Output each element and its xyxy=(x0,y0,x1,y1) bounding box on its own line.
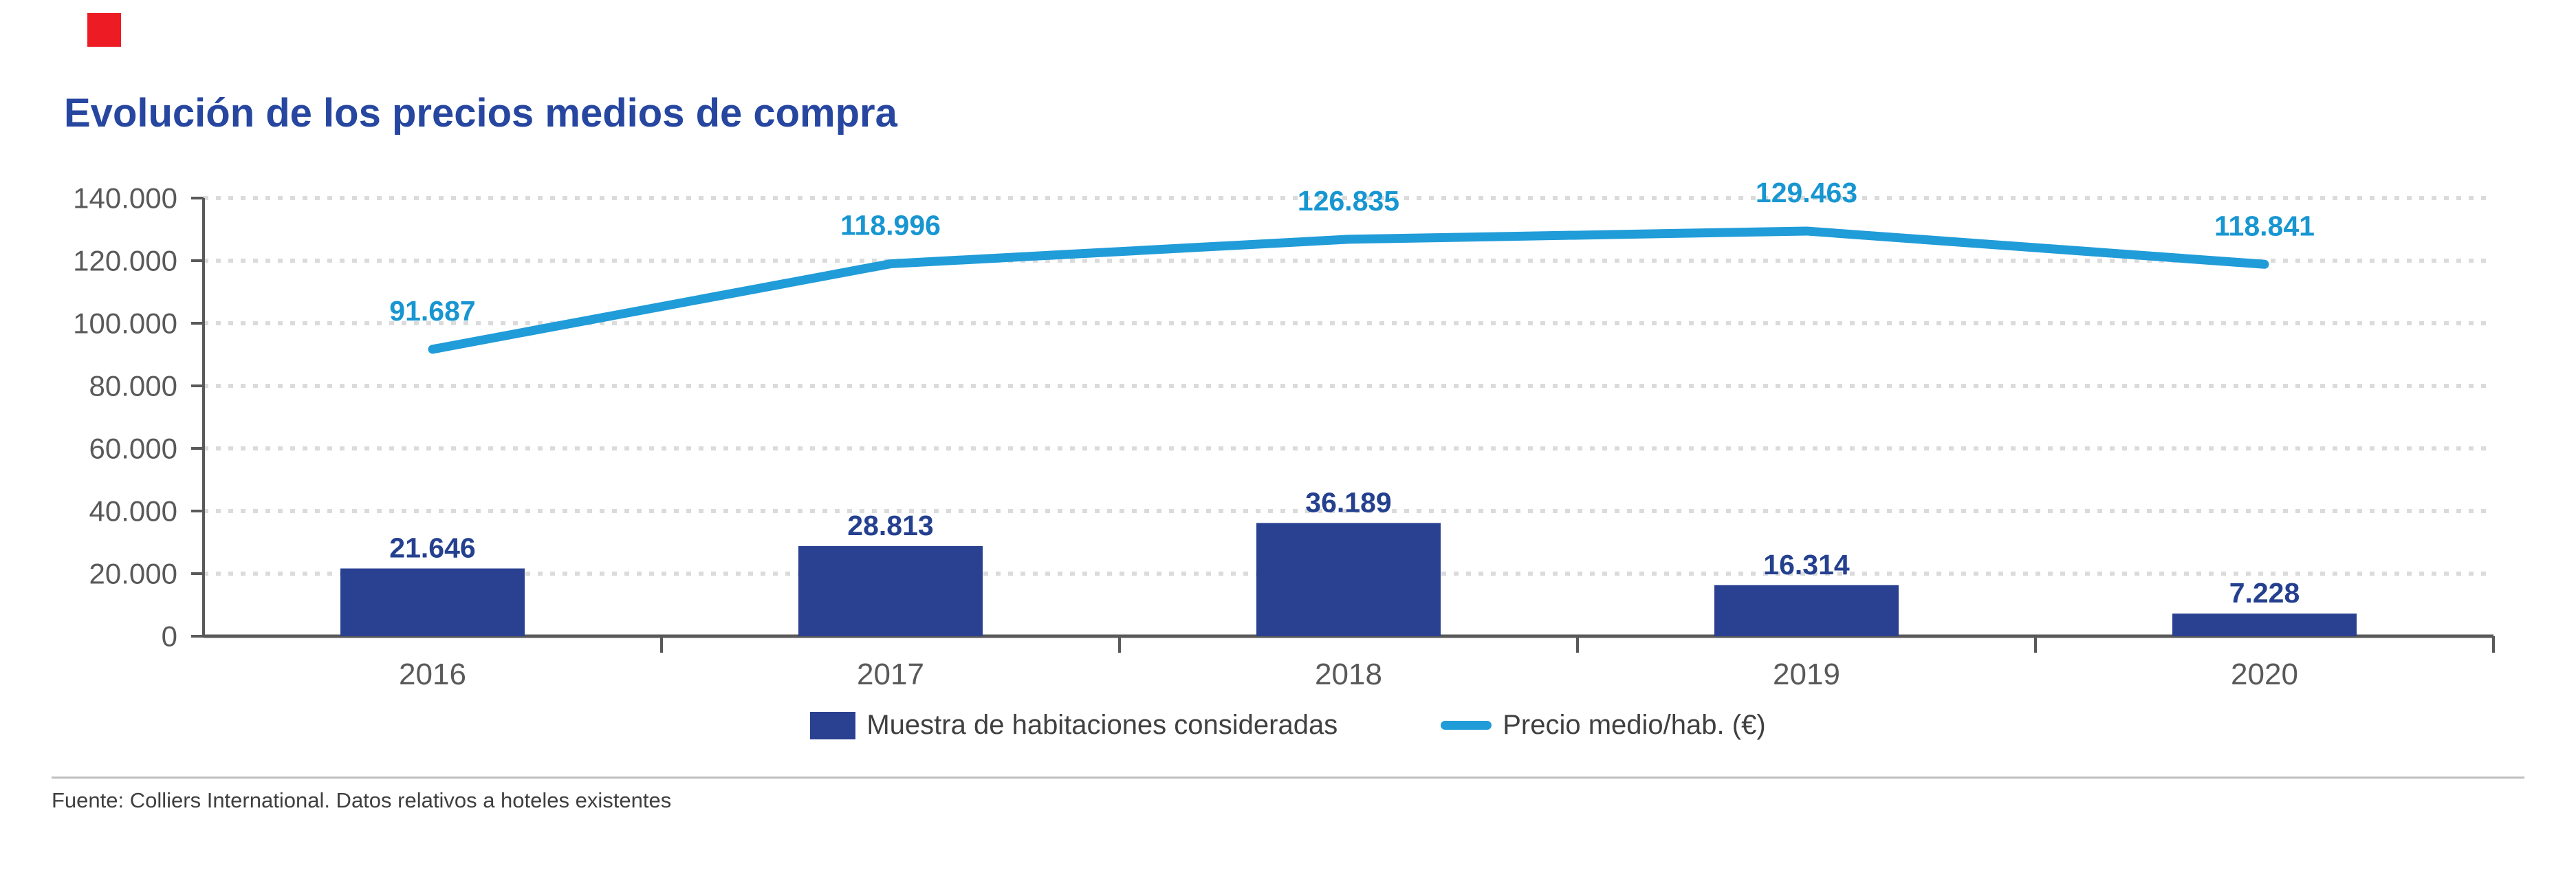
source-note: Fuente: Colliers International. Datos re… xyxy=(52,788,672,812)
bar-label-2016: 21.646 xyxy=(389,532,475,564)
x-category-label-2017: 2017 xyxy=(857,658,924,691)
line-label-2020: 118.841 xyxy=(2214,210,2315,241)
y-tick-label-140000: 140.000 xyxy=(73,182,177,215)
line-label-2018: 126.835 xyxy=(1298,185,1399,217)
x-category-label-2020: 2020 xyxy=(2231,658,2298,691)
bar-label-2017: 28.813 xyxy=(847,510,933,541)
bar-2018 xyxy=(1256,523,1441,636)
bar-2020 xyxy=(2172,614,2357,636)
bar-2019 xyxy=(1714,585,1899,636)
x-category-label-2018: 2018 xyxy=(1315,658,1382,691)
y-tick-label-100000: 100.000 xyxy=(73,307,177,340)
legend-label-bars: Muestra de habitaciones consideradas xyxy=(866,710,1338,740)
line-label-2019: 129.463 xyxy=(1756,177,1857,208)
bar-series-swatch-icon xyxy=(810,711,856,739)
x-category-label-2019: 2019 xyxy=(1773,658,1840,691)
y-tick-label-20000: 20.000 xyxy=(89,558,177,590)
bar-2016 xyxy=(340,568,525,636)
line-label-2016: 91.687 xyxy=(389,295,475,327)
bar-label-2019: 16.314 xyxy=(1763,549,1850,580)
line-label-2017: 118.996 xyxy=(840,210,941,241)
legend-item-line: Precio medio/hab. (€) xyxy=(1441,710,1766,741)
y-tick-label-40000: 40.000 xyxy=(89,495,177,528)
legend-item-bars: Muestra de habitaciones consideradas xyxy=(810,710,1338,741)
bar-label-2020: 7.228 xyxy=(2229,577,2300,609)
line-series-swatch-icon xyxy=(1441,721,1492,730)
chart-legend: Muestra de habitaciones consideradas Pre… xyxy=(0,710,2576,741)
y-tick-label-0: 0 xyxy=(162,620,177,653)
red-square-marker xyxy=(87,13,121,47)
x-category-label-2016: 2016 xyxy=(399,658,466,691)
y-tick-label-80000: 80.000 xyxy=(89,370,177,402)
bar-2017 xyxy=(798,545,983,636)
legend-label-line: Precio medio/hab. (€) xyxy=(1503,710,1766,740)
y-tick-label-60000: 60.000 xyxy=(89,433,177,465)
bar-label-2018: 36.189 xyxy=(1305,486,1391,518)
footer-divider xyxy=(52,777,2524,779)
y-tick-label-120000: 120.000 xyxy=(73,245,177,277)
price-line xyxy=(428,226,2269,354)
chart-title: Evolución de los precios medios de compr… xyxy=(64,91,897,135)
